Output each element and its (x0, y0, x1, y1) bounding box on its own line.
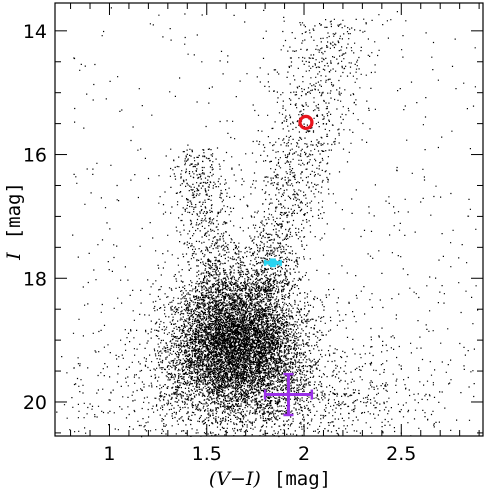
tick-labels: 1 1.5 2 2.5 14 16 18 20 (23, 21, 417, 465)
y-axis-variable: I (3, 252, 25, 261)
star-point-cloud (56, 7, 479, 438)
y-tick-label: 20 (23, 392, 47, 414)
highlight-markers (263, 114, 314, 417)
y-tick-label: 18 (23, 268, 47, 290)
x-tick-label: 1 (103, 443, 115, 465)
x-axis-unit: [mag] (274, 468, 331, 490)
y-axis-title: I [mag] (3, 182, 25, 261)
x-tick-label: 2.5 (386, 443, 416, 465)
y-tick-label: 14 (23, 21, 47, 43)
cyan-marker-fill (268, 260, 277, 266)
star-points (56, 7, 479, 438)
cyan-marker-marker (263, 258, 282, 268)
y-axis-unit: [mag] (3, 182, 25, 239)
purple-errorbar-marker (263, 372, 314, 417)
axis-ticks (55, 3, 483, 436)
y-tick-label: 16 (23, 145, 47, 167)
x-tick-label: 2 (298, 443, 310, 465)
x-axis-variable: (V−I) (209, 468, 261, 490)
x-tick-label: 1.5 (192, 443, 222, 465)
x-axis-title: (V−I) [mag] (209, 468, 331, 490)
red-circle-marker (298, 114, 314, 130)
plot-frame (54, 2, 484, 437)
